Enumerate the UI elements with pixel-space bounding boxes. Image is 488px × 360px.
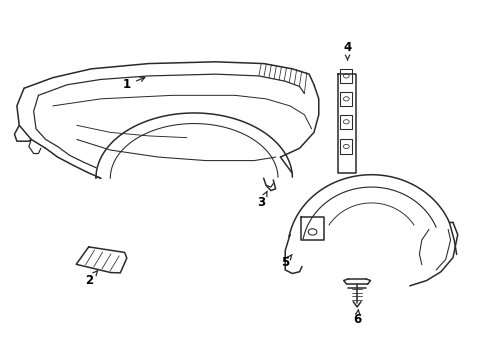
Text: 2: 2 [84, 271, 98, 287]
Text: 6: 6 [352, 310, 361, 326]
Text: 1: 1 [123, 77, 144, 91]
Bar [340, 92, 351, 106]
Bar [340, 69, 351, 83]
Text: 3: 3 [257, 191, 267, 210]
Text: 4: 4 [343, 41, 351, 60]
Bar [340, 115, 351, 129]
Bar [340, 139, 351, 153]
Text: 5: 5 [281, 255, 291, 269]
